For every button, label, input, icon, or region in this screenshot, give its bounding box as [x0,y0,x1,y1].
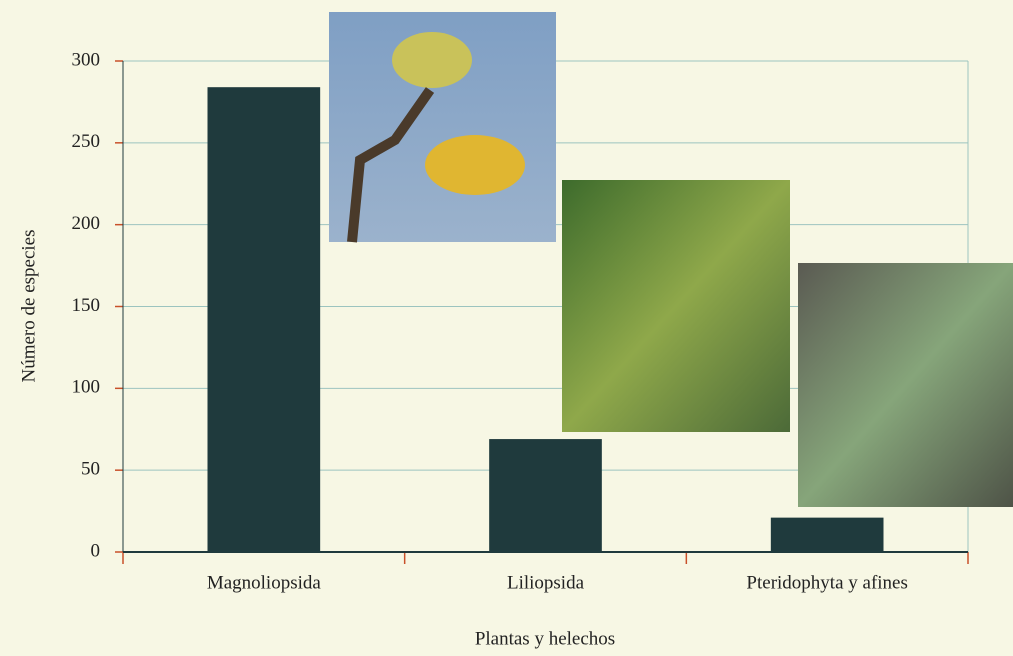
y-tick-label: 200 [72,213,101,234]
y-tick-label: 0 [91,540,101,561]
photo-detail [425,135,525,195]
y-tick-label: 50 [81,459,100,480]
y-tick-label: 250 [72,131,101,152]
bar [771,518,884,552]
y-tick-label: 300 [72,49,101,70]
photo [798,263,1013,507]
bar [489,439,602,552]
y-axis-label: Número de especies [18,230,39,383]
page: Número de especies Plantas y helechos 0 5… [0,0,1013,656]
y-tick-label: 150 [72,295,101,316]
x-tick-label: Magnoliopsida [207,572,322,593]
x-tick-label: Liliopsida [507,572,585,593]
chart: Número de especies Plantas y helechos 0 5… [0,0,1013,656]
photo [562,180,790,432]
y-tick-label: 100 [72,377,101,398]
photo-detail [392,32,472,88]
x-axis-label: Plantas y helechos [475,628,615,649]
x-tick-label: Pteridophyta y afines [746,572,907,593]
bar [208,87,321,552]
